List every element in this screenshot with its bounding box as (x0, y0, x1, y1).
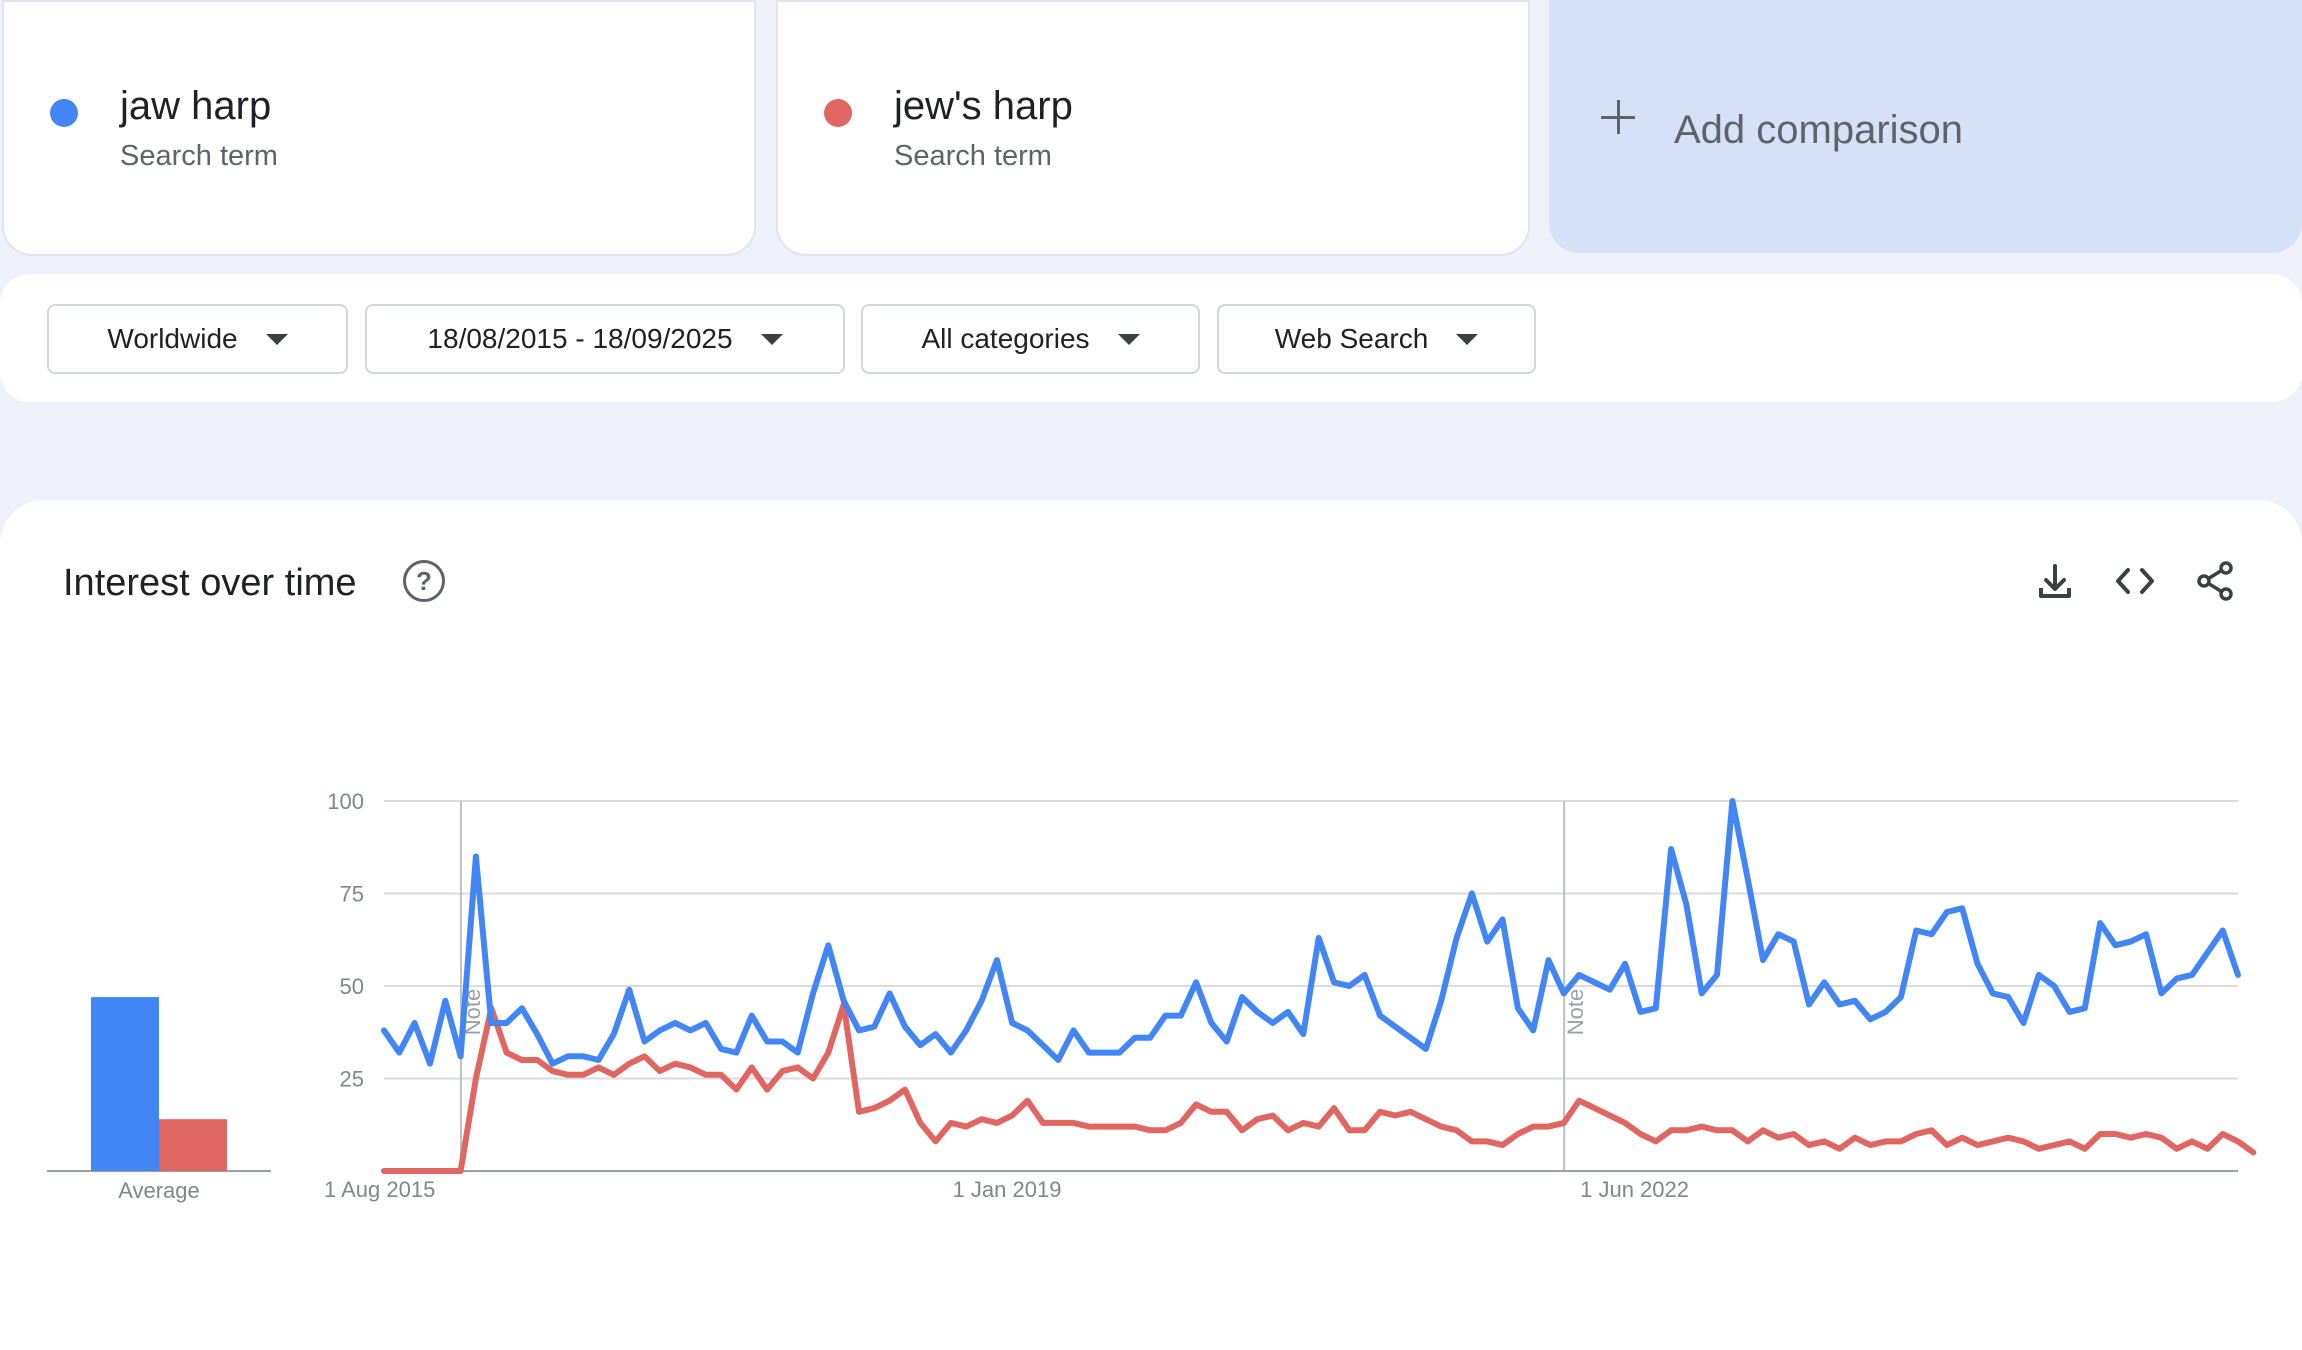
embed-code-icon[interactable] (2110, 556, 2160, 606)
x-tick-label: 1 Jun 2022 (1580, 1177, 1689, 1202)
region-value: Worldwide (107, 323, 238, 354)
add-comparison-button[interactable]: Add comparison (1549, 0, 2302, 253)
term-name: jaw harp (120, 84, 272, 128)
term-card-jews-harp[interactable]: jew's harp Search term (776, 0, 1530, 256)
average-bar-jews-harp (159, 1119, 227, 1171)
help-icon[interactable]: ? (403, 560, 445, 602)
x-tick-label: 1 Aug 2015 (324, 1177, 435, 1202)
average-label: Average (118, 1178, 200, 1203)
y-tick-label: 100 (327, 789, 364, 814)
region-dropdown[interactable]: Worldwide (47, 304, 348, 374)
term-type: Search term (120, 140, 278, 172)
download-icon[interactable] (2030, 556, 2080, 606)
y-tick-label: 75 (340, 882, 364, 907)
series-line-jews-harp (381, 1001, 2257, 1174)
panel-title: Interest over time (63, 562, 357, 604)
category-value: All categories (921, 323, 1090, 354)
term-type: Search term (894, 140, 1052, 172)
plus-icon (1601, 100, 1635, 134)
term-card-jaw-harp[interactable]: jaw harp Search term (2, 0, 756, 256)
dropdown-arrow-icon (1456, 333, 1479, 345)
note-label: Note (1563, 989, 1588, 1035)
y-tick-label: 25 (340, 1067, 364, 1092)
filters-bar: Worldwide 18/08/2015 - 18/09/2025 All ca… (0, 274, 2302, 402)
interest-over-time-panel: Interest over time ? (0, 500, 2302, 1350)
series-color-dot (50, 99, 78, 127)
comparison-terms-row: jaw harp Search term jew's harp Search t… (0, 0, 2302, 258)
term-name: jew's harp (894, 84, 1073, 128)
series-color-dot (824, 99, 852, 127)
add-comparison-label: Add comparison (1674, 108, 1964, 152)
dropdown-arrow-icon (1117, 333, 1140, 345)
category-dropdown[interactable]: All categories (861, 304, 1200, 374)
date-range-value: 18/08/2015 - 18/09/2025 (427, 323, 733, 354)
search-type-value: Web Search (1274, 323, 1429, 354)
average-bar-jaw-harp (91, 997, 159, 1171)
y-tick-label: 50 (340, 974, 364, 999)
series-line-jaw-harp (381, 798, 2241, 1067)
dropdown-arrow-icon (760, 333, 783, 345)
dropdown-arrow-icon (265, 333, 288, 345)
date-range-dropdown[interactable]: 18/08/2015 - 18/09/2025 (365, 304, 845, 374)
share-icon[interactable] (2190, 556, 2240, 606)
x-tick-label: 1 Jan 2019 (953, 1177, 1062, 1202)
search-type-dropdown[interactable]: Web Search (1217, 304, 1536, 374)
